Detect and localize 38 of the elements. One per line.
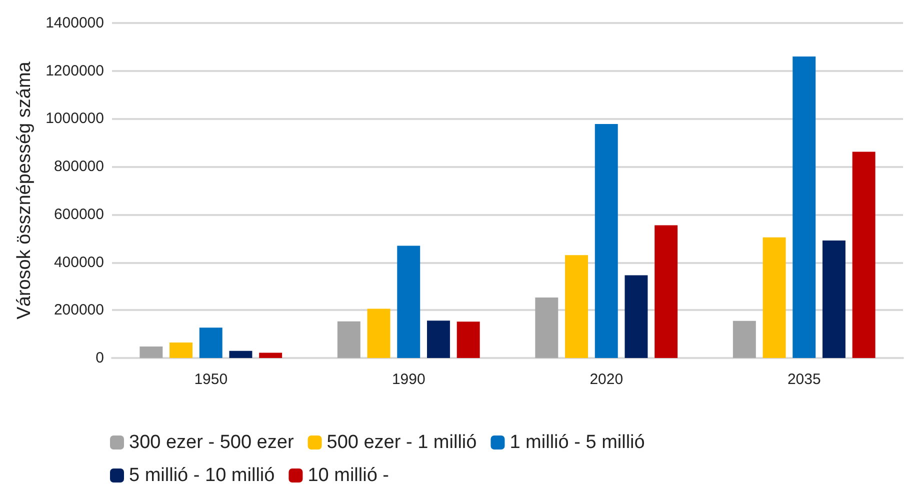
bar [140,346,163,358]
bar [259,352,282,358]
legend-label: 5 millió - 10 millió [129,465,275,486]
bar [535,297,558,358]
bar [852,152,876,358]
bar [229,350,252,358]
bar [199,328,222,358]
y-tick-label: 200000 [54,302,104,319]
bar [367,308,390,358]
legend-label: 1 millió - 5 millió [510,432,645,453]
y-tick-label: 0 [96,350,104,366]
bar [565,255,588,358]
bar [654,225,678,358]
x-tick-label: 2035 [787,371,821,388]
bar [624,275,648,358]
bar [822,240,846,358]
legend-label: 300 ezer - 500 ezer [129,432,294,453]
bar [792,56,816,358]
bar [594,124,618,358]
bar [170,342,193,358]
bar [426,320,450,358]
x-tick-label: 1990 [392,371,426,388]
y-tick-label: 1000000 [46,110,104,128]
y-tick-label: 600000 [54,206,104,223]
x-tick-label: 1950 [194,371,228,388]
y-tick-label: 1400000 [46,14,104,32]
y-tick-label: 1200000 [46,62,104,80]
y-axis-title: Városok össznépesség száma [14,61,35,320]
legend-label: 500 ezer - 1 millió [326,432,477,453]
bar [456,322,480,358]
x-tick-label: 2020 [590,371,624,388]
bar [762,237,786,358]
bar [337,321,360,358]
bar [732,320,756,358]
y-tick-label: 400000 [54,254,104,271]
legend-label: 10 millió - [308,465,390,486]
y-tick-label: 800000 [54,158,104,176]
bar [397,246,420,358]
